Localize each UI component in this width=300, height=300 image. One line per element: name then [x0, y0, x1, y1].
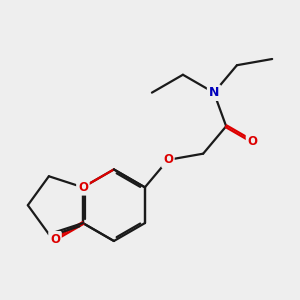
Text: O: O	[78, 181, 88, 194]
Text: O: O	[50, 233, 60, 246]
Text: N: N	[209, 86, 219, 99]
Text: O: O	[248, 135, 257, 148]
Text: O: O	[163, 153, 173, 167]
